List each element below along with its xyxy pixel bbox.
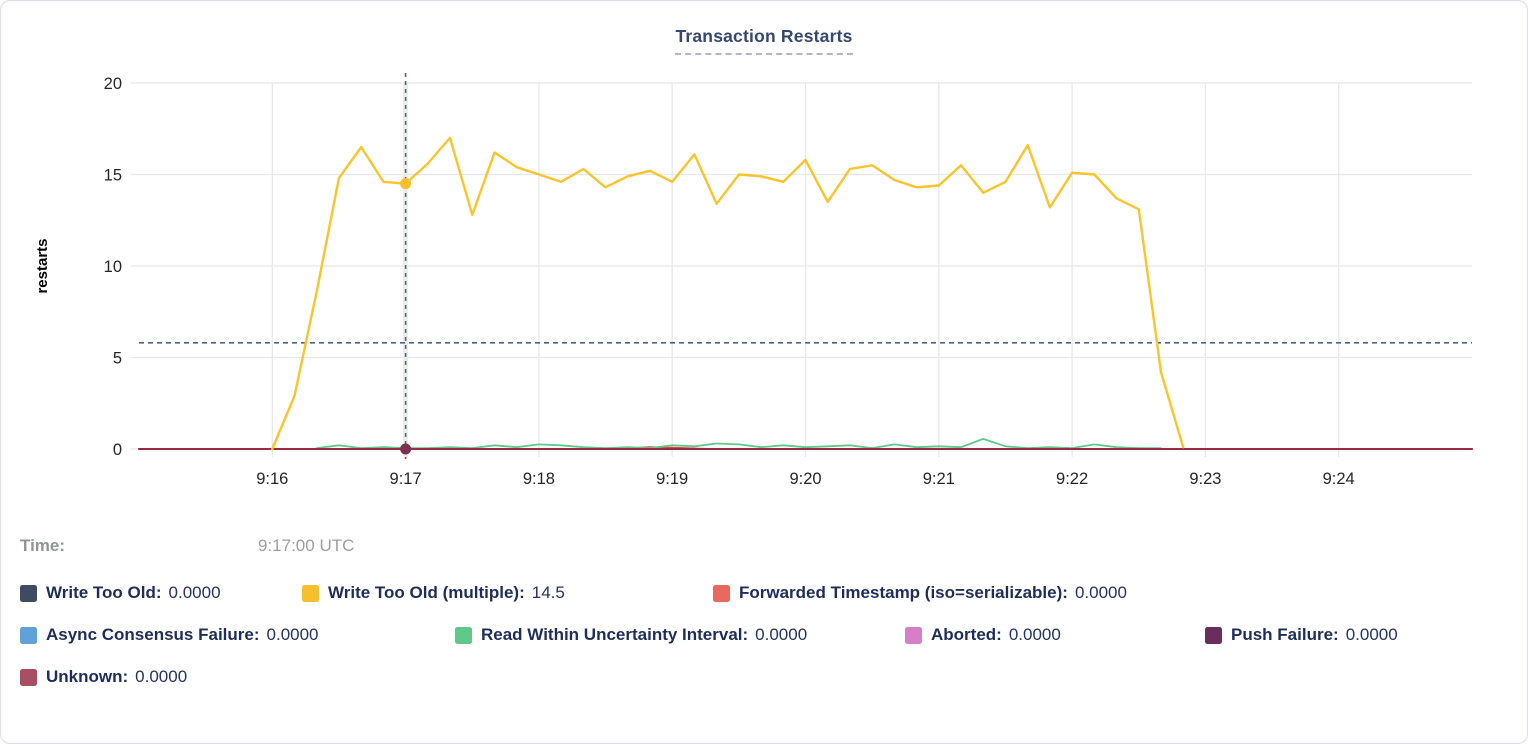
cursor-time-row: Time: 9:17:00 UTC (20, 536, 1512, 556)
x-tick-label: 9:24 (1323, 470, 1355, 488)
legend-row: Async Consensus Failure: 0.0000 Read Withi… (20, 625, 1512, 645)
legend-item[interactable]: Write Too Old: 0.0000 (20, 583, 302, 603)
cursor-dot (400, 178, 412, 190)
chart-title[interactable]: Transaction Restarts (675, 26, 853, 55)
cursor-dot (400, 443, 412, 455)
legend-rows: Write Too Old: 0.0000 Write Too Old (multi… (20, 583, 1512, 687)
legend-swatch-icon (20, 668, 37, 686)
legend-item[interactable]: Async Consensus Failure: 0.0000 (20, 625, 455, 645)
x-tick-label: 9:18 (523, 470, 555, 488)
legend-item[interactable]: Read Within Uncertainty Interval: 0.0000 (455, 625, 905, 645)
x-tick-label: 9:21 (923, 470, 955, 488)
x-tick-label: 9:23 (1189, 470, 1221, 488)
legend-value: 0.0000 (1074, 583, 1127, 602)
time-value: 9:17:00 UTC (258, 536, 355, 555)
legend-swatch-icon (1205, 626, 1222, 644)
y-tick-label: 15 (104, 167, 122, 185)
legend-panel: Time: 9:17:00 UTC Write Too Old: 0.0000 Wri… (20, 536, 1512, 709)
crosshair-band (403, 83, 409, 457)
legend-value: 14.5 (531, 583, 565, 602)
chart-header: Transaction Restarts (0, 26, 1528, 55)
y-tick-label: 5 (113, 350, 122, 368)
x-tick-label: 9:20 (789, 470, 821, 488)
legend-item[interactable]: Write Too Old (multiple): 14.5 (302, 583, 713, 603)
legend-value: 0.0000 (266, 625, 319, 644)
x-tick-label: 9:22 (1056, 470, 1088, 488)
time-label: Time: (20, 536, 66, 555)
legend-label: Async Consensus Failure: (46, 625, 260, 644)
y-tick-label: 0 (113, 441, 122, 459)
y-tick-label: 10 (104, 258, 122, 276)
legend-item[interactable]: Forwarded Timestamp (iso=serializable): 0… (713, 583, 1127, 603)
legend-label: Write Too Old (multiple): (328, 583, 525, 602)
legend-swatch-icon (20, 626, 37, 644)
legend-label: Write Too Old: (46, 583, 162, 602)
legend-value: 0.0000 (755, 625, 808, 644)
legend-swatch-icon (20, 584, 37, 602)
legend-label: Aborted: (931, 625, 1002, 644)
x-tick-label: 9:17 (390, 470, 422, 488)
legend-item[interactable]: Aborted: 0.0000 (905, 625, 1205, 645)
legend-value: 0.0000 (1345, 625, 1398, 644)
legend-item[interactable]: Unknown: 0.0000 (20, 667, 187, 687)
legend-row: Write Too Old: 0.0000 Write Too Old (multi… (20, 583, 1512, 603)
legend-swatch-icon (455, 626, 472, 644)
legend-value: 0.0000 (135, 667, 188, 686)
transaction-restarts-chart[interactable]: 0 5 10 15 20 9:16 9:17 9:18 9:19 9:20 9:21 9:22 9:23… (0, 55, 1528, 503)
x-tick-label: 9:16 (256, 470, 288, 488)
legend-label: Push Failure: (1231, 625, 1339, 644)
legend-value: 0.0000 (1008, 625, 1061, 644)
legend-row: Unknown: 0.0000 (20, 667, 1512, 687)
legend-swatch-icon (905, 626, 922, 644)
x-tick-label: 9:19 (656, 470, 688, 488)
y-tick-label: 20 (104, 75, 122, 93)
legend-item[interactable]: Push Failure: 0.0000 (1205, 625, 1398, 645)
legend-label: Forwarded Timestamp (iso=serializable): (739, 583, 1068, 602)
legend-swatch-icon (713, 584, 730, 602)
legend-swatch-icon (302, 584, 319, 602)
legend-label: Unknown: (46, 667, 129, 686)
y-axis-label: restarts (34, 238, 51, 293)
series-line (315, 437, 1162, 450)
series-line (271, 136, 1185, 451)
legend-value: 0.0000 (168, 583, 221, 602)
legend-label: Read Within Uncertainty Interval: (481, 625, 749, 644)
